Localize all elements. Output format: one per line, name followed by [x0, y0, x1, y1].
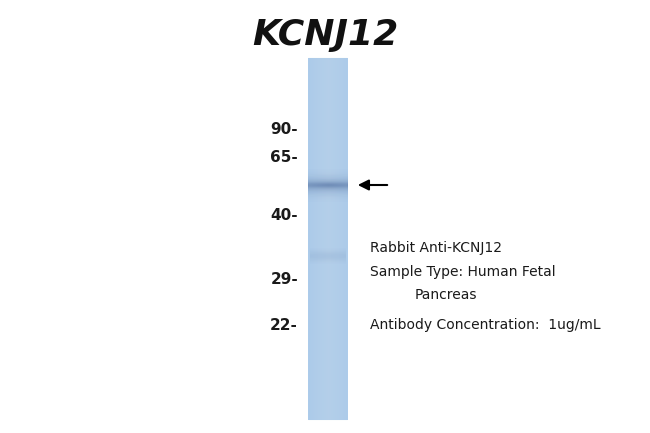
Bar	[326, 58, 327, 420]
Bar	[308, 186, 348, 187]
Bar	[337, 58, 338, 420]
Bar	[308, 197, 348, 198]
Bar	[343, 58, 344, 420]
Bar	[345, 58, 346, 420]
Bar	[339, 58, 340, 420]
Bar	[310, 255, 346, 256]
Bar	[330, 58, 331, 420]
Bar	[308, 179, 348, 180]
Bar	[310, 253, 346, 255]
Bar	[308, 200, 348, 201]
Bar	[322, 58, 323, 420]
Bar	[310, 262, 346, 264]
Bar	[308, 180, 348, 181]
Bar	[319, 58, 320, 420]
Bar	[316, 58, 317, 420]
Bar	[310, 256, 346, 258]
Bar	[308, 190, 348, 191]
Bar	[308, 172, 348, 173]
Bar	[329, 58, 330, 420]
Bar	[310, 251, 346, 252]
Bar	[308, 193, 348, 194]
Bar	[340, 58, 341, 420]
Bar	[317, 58, 318, 420]
Bar	[308, 196, 348, 197]
Bar	[311, 58, 312, 420]
Bar	[309, 58, 310, 420]
Bar	[332, 58, 333, 420]
Bar	[308, 198, 348, 199]
Bar	[324, 58, 326, 420]
Bar	[308, 191, 348, 192]
Bar	[308, 181, 348, 182]
Bar	[308, 173, 348, 174]
Bar	[335, 58, 336, 420]
Text: Pancreas: Pancreas	[415, 288, 478, 302]
Bar	[331, 58, 332, 420]
Bar	[308, 189, 348, 190]
Bar	[310, 248, 346, 249]
Bar	[338, 58, 339, 420]
Bar	[336, 58, 337, 420]
Bar	[308, 183, 348, 184]
Text: 65-: 65-	[270, 151, 298, 165]
Bar	[347, 58, 348, 420]
Bar	[323, 58, 324, 420]
Bar	[308, 176, 348, 177]
Bar	[315, 58, 316, 420]
Text: KCNJ12: KCNJ12	[252, 18, 398, 52]
Bar	[341, 58, 342, 420]
Bar	[346, 58, 347, 420]
Bar	[327, 58, 328, 420]
Bar	[342, 58, 343, 420]
Bar	[321, 58, 322, 420]
Bar	[310, 252, 346, 253]
Bar	[310, 249, 346, 251]
Bar	[313, 58, 314, 420]
Bar	[308, 188, 348, 189]
Bar	[308, 171, 348, 172]
Text: Antibody Concentration:  1ug/mL: Antibody Concentration: 1ug/mL	[370, 318, 601, 332]
Bar	[308, 201, 348, 202]
Text: 29-: 29-	[270, 272, 298, 288]
Bar	[318, 58, 319, 420]
Bar	[308, 174, 348, 175]
Text: 90-: 90-	[270, 123, 298, 138]
Bar	[310, 258, 346, 259]
Bar	[310, 259, 346, 261]
Bar	[308, 195, 348, 196]
Bar	[308, 192, 348, 193]
Bar	[310, 58, 311, 420]
Text: Sample Type: Human Fetal: Sample Type: Human Fetal	[370, 265, 556, 279]
Bar	[344, 58, 345, 420]
Bar	[308, 187, 348, 188]
Bar	[314, 58, 315, 420]
Bar	[328, 58, 329, 420]
Bar	[312, 58, 313, 420]
Bar	[308, 185, 348, 186]
Bar	[308, 184, 348, 185]
Bar	[308, 182, 348, 183]
Bar	[308, 199, 348, 200]
Bar	[320, 58, 321, 420]
Bar	[333, 58, 334, 420]
Bar	[334, 58, 335, 420]
Bar	[308, 58, 309, 420]
Bar	[308, 170, 348, 171]
Bar	[308, 194, 348, 195]
Text: 40-: 40-	[270, 207, 298, 223]
Bar	[308, 175, 348, 176]
Bar	[308, 177, 348, 178]
Text: 22-: 22-	[270, 317, 298, 333]
Bar	[308, 178, 348, 179]
Bar	[310, 261, 346, 262]
Text: Rabbit Anti-KCNJ12: Rabbit Anti-KCNJ12	[370, 241, 502, 255]
Bar	[308, 169, 348, 170]
